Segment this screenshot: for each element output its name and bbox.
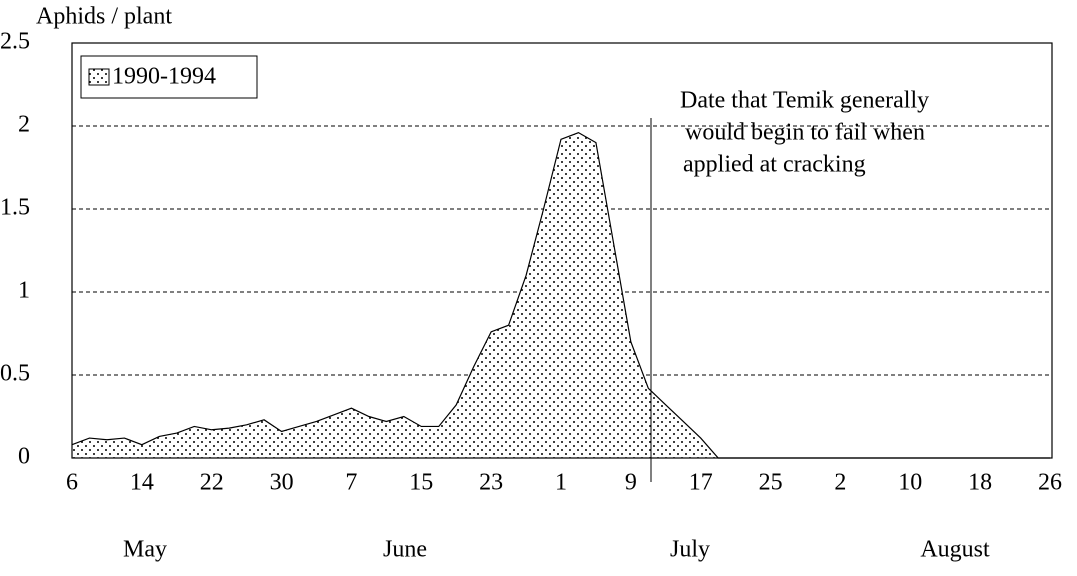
x-tick-label: 14 xyxy=(130,470,154,496)
annotation: applied at cracking xyxy=(683,152,866,178)
x-tick-label: 10 xyxy=(898,470,922,496)
month-label: July xyxy=(670,537,710,563)
x-tick-label: 2 xyxy=(834,470,846,496)
x-tick-label: 18 xyxy=(968,470,992,496)
x-tick-label: 1 xyxy=(555,470,567,496)
y-tick-label: 0.5 xyxy=(0,361,30,387)
y-tick-label: 2 xyxy=(18,112,30,138)
x-tick-label: 25 xyxy=(759,470,783,496)
y-tick-label: 2.5 xyxy=(0,29,30,55)
legend-box xyxy=(80,55,258,99)
y-tick-label: 1 xyxy=(18,278,30,304)
annotation: Date that Temik generally xyxy=(680,88,929,114)
x-tick-label: 22 xyxy=(200,470,224,496)
x-tick-label: 7 xyxy=(345,470,357,496)
x-tick-label: 15 xyxy=(409,470,433,496)
x-tick-label: 23 xyxy=(479,470,503,496)
legend-label: 1990-1994 xyxy=(112,64,216,90)
legend-swatch xyxy=(88,68,110,86)
area xyxy=(72,132,1050,458)
annotation: would begin to fail when xyxy=(685,120,925,146)
month-label: August xyxy=(920,537,990,563)
x-tick-label: 17 xyxy=(689,470,713,496)
x-tick-label: 9 xyxy=(625,470,637,496)
month-label: May xyxy=(123,537,167,563)
y-tick-label: 1.5 xyxy=(0,195,30,221)
x-tick-label: 6 xyxy=(66,470,78,496)
plot-frame xyxy=(71,42,1053,459)
month-label: June xyxy=(383,537,427,563)
x-tick-label: 30 xyxy=(270,470,294,496)
y-axis-label: Aphids / plant xyxy=(36,4,172,30)
x-tick-label: 26 xyxy=(1038,470,1062,496)
y-tick-label: 0 xyxy=(18,444,30,470)
